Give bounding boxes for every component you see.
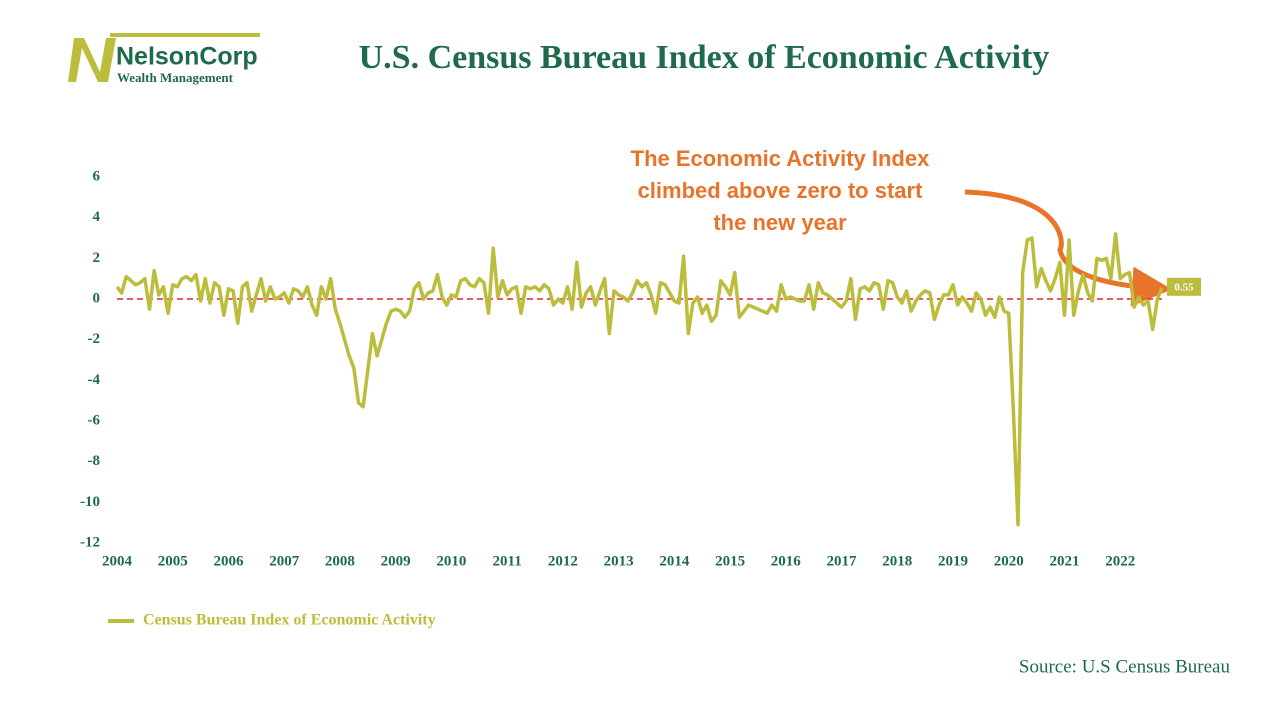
y-tick-label: 6 <box>93 168 101 184</box>
logo-tagline: Wealth Management <box>117 70 234 85</box>
y-tick-label: 4 <box>93 209 101 225</box>
x-tick-label: 2022 <box>1105 553 1135 569</box>
series-line <box>115 232 1164 527</box>
x-tick-label: 2009 <box>381 553 411 569</box>
x-tick-label: 2018 <box>882 553 912 569</box>
x-tick-label: 2008 <box>325 553 355 569</box>
y-tick-label: -6 <box>88 412 101 428</box>
y-tick-label: 2 <box>93 250 101 266</box>
x-tick-label: 2006 <box>213 553 244 569</box>
y-tick-label: -12 <box>80 534 100 550</box>
x-tick-label: 2004 <box>102 553 133 569</box>
logo-mark <box>55 38 116 82</box>
y-tick-label: 0 <box>93 290 101 306</box>
logo-name: NelsonCorp <box>116 43 258 71</box>
annotation: The Economic Activity Index climbed above… <box>631 146 930 235</box>
x-tick-label: 2010 <box>436 553 466 569</box>
x-tick-label: 2011 <box>493 553 522 569</box>
x-tick-label: 2021 <box>1049 553 1079 569</box>
annotation-arrow <box>964 189 1172 307</box>
x-tick-label: 2017 <box>827 553 858 569</box>
y-tick-label: -8 <box>88 453 101 469</box>
x-tick-label: 2019 <box>938 553 968 569</box>
source: Source: U.S Census Bureau <box>1019 656 1231 677</box>
legend-label: Census Bureau Index of Economic Activity <box>143 612 436 629</box>
x-tick-label: 2014 <box>659 553 690 569</box>
end-value-box <box>1167 277 1201 296</box>
logo-bar <box>110 33 260 37</box>
end-value-label: 0.55 <box>1174 281 1194 293</box>
x-tick-label: 2016 <box>771 553 802 569</box>
y-tick-label: -2 <box>88 331 101 347</box>
logo: NelsonCorp Wealth Management <box>55 33 260 85</box>
y-tick-label: -10 <box>80 494 100 510</box>
x-tick-label: 2007 <box>269 553 300 569</box>
chart-title: U.S. Census Bureau Index of Economic Act… <box>359 39 1050 76</box>
x-tick-label: 2012 <box>548 553 578 569</box>
y-tick-label: -4 <box>88 372 101 388</box>
x-tick-label: 2005 <box>158 553 188 569</box>
x-tick-label: 2013 <box>604 553 634 569</box>
x-tick-label: 2015 <box>715 553 745 569</box>
x-tick-label: 2020 <box>994 553 1024 569</box>
